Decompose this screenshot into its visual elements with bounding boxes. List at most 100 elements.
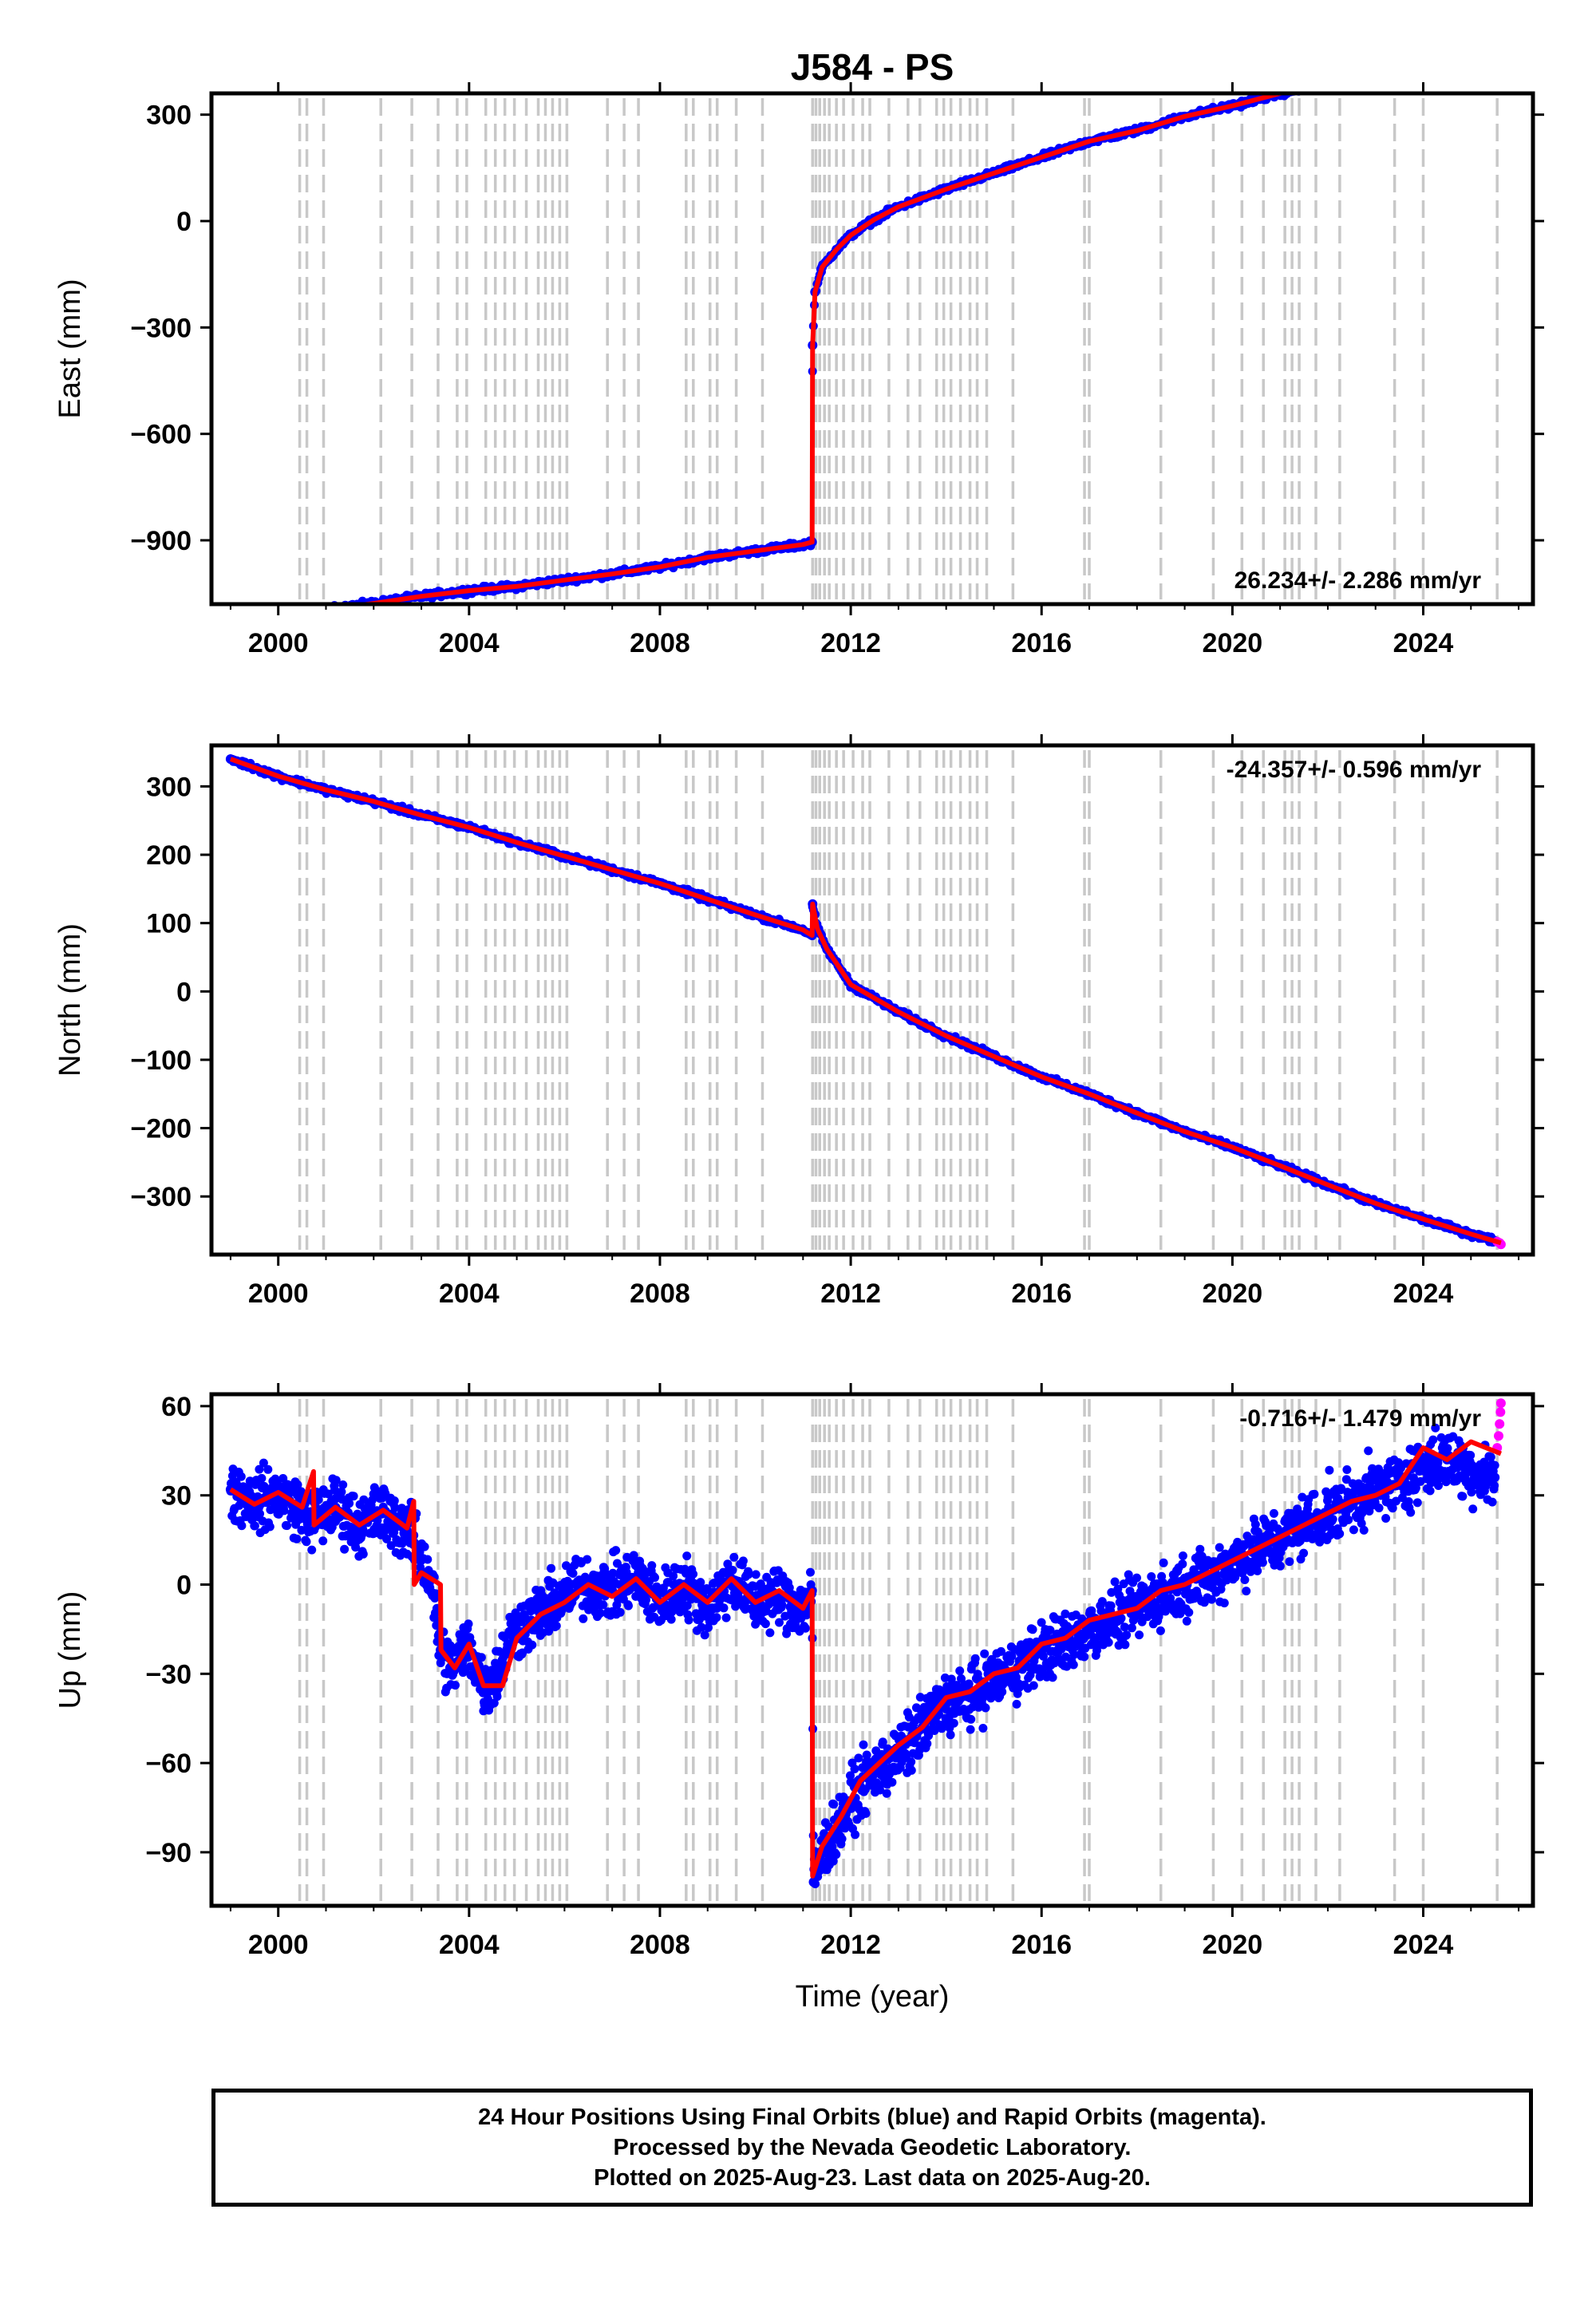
final-point (282, 609, 291, 618)
final-point (1069, 1660, 1078, 1670)
final-point (256, 611, 265, 620)
final-point (1337, 79, 1346, 88)
final-point (712, 1613, 721, 1622)
y-tick-label: −100 (130, 1045, 192, 1076)
final-point (1307, 83, 1316, 92)
final-point (1397, 64, 1406, 73)
final-point (249, 614, 258, 622)
final-point (1347, 75, 1356, 84)
final-point (269, 613, 278, 622)
final-point (1445, 52, 1454, 61)
final-point (1417, 57, 1426, 65)
y-axis-label: East (mm) (53, 279, 87, 418)
final-point (1398, 62, 1407, 71)
final-point (1416, 59, 1425, 68)
final-point (1420, 59, 1428, 68)
final-point (642, 1595, 650, 1605)
final-point (312, 607, 321, 616)
final-point (232, 615, 241, 624)
final-point (289, 608, 298, 617)
final-point (1362, 72, 1371, 81)
y-tick-label: 200 (146, 840, 192, 871)
x-tick-label: 2008 (630, 628, 690, 658)
final-point (1300, 84, 1309, 93)
y-tick-label: 0 (176, 207, 192, 237)
final-point (1446, 52, 1455, 61)
final-point (1463, 49, 1472, 57)
final-point (293, 607, 302, 616)
final-point (887, 1777, 897, 1787)
final-point (389, 1496, 399, 1505)
final-point (1375, 69, 1384, 77)
final-point (282, 610, 290, 619)
x-tick-label: 2024 (1393, 628, 1454, 658)
final-point (1308, 81, 1317, 89)
final-point (608, 1568, 618, 1578)
final-point (1399, 61, 1408, 69)
final-point (650, 1573, 659, 1583)
final-point (1490, 44, 1499, 53)
final-point (1296, 82, 1305, 91)
final-point (231, 615, 240, 623)
final-point (1450, 53, 1459, 61)
final-point (1007, 1651, 1017, 1661)
final-point (285, 611, 294, 619)
final-point (728, 1566, 737, 1575)
final-point (318, 605, 326, 614)
final-point (1336, 75, 1345, 84)
rapid-point (1495, 42, 1504, 52)
final-point (349, 1492, 358, 1501)
final-point (1466, 49, 1475, 58)
x-tick-label: 2024 (1393, 1279, 1454, 1309)
final-point (1354, 73, 1363, 81)
final-point (1435, 57, 1444, 65)
final-point (263, 615, 272, 623)
y-tick-label: 300 (146, 772, 192, 802)
rapid-points (1492, 41, 1506, 53)
final-point (1464, 49, 1472, 57)
final-point (615, 1607, 625, 1617)
final-point (1028, 1625, 1037, 1634)
final-point (1477, 51, 1486, 60)
final-point (751, 1570, 760, 1579)
final-point (307, 607, 316, 615)
final-point (1335, 77, 1344, 85)
event-lines (298, 750, 1499, 1250)
final-point (258, 613, 267, 622)
final-point (345, 605, 354, 614)
final-point (700, 1630, 709, 1640)
final-point (1358, 71, 1367, 80)
final-point (1386, 69, 1395, 77)
final-point (345, 1499, 354, 1508)
final-point (1467, 51, 1476, 60)
final-point (1372, 72, 1381, 81)
final-point (248, 615, 257, 623)
final-point (998, 1687, 1007, 1697)
final-point (1425, 58, 1434, 67)
final-point (257, 1473, 267, 1483)
final-point (1410, 60, 1419, 69)
final-point (800, 1623, 810, 1633)
model-line (229, 757, 1502, 1246)
final-point (669, 1571, 678, 1581)
final-point (1464, 53, 1473, 62)
final-point (268, 612, 277, 621)
final-point (255, 611, 263, 619)
final-point (338, 1495, 346, 1504)
rate-label: -24.357+/- 0.596 mm/yr (1227, 757, 1482, 783)
final-point (1069, 1650, 1079, 1659)
final-point (309, 608, 318, 617)
final-point (1325, 78, 1333, 87)
final-point (1340, 77, 1349, 86)
final-point (1412, 57, 1421, 66)
final-point (1368, 71, 1377, 80)
final-point (1490, 42, 1499, 51)
model-line (349, 93, 1291, 604)
final-point (237, 613, 246, 622)
final-point (624, 1601, 633, 1611)
final-point (326, 606, 335, 615)
final-point (1433, 57, 1442, 66)
final-point (1316, 78, 1325, 87)
final-point (765, 1628, 775, 1638)
final-point (1301, 81, 1310, 89)
